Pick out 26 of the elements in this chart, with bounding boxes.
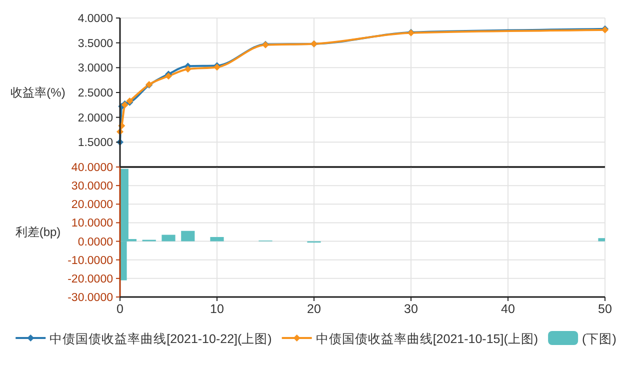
y-tick-label: 30.0000: [71, 180, 113, 193]
y-tick-label: -20.0000: [68, 273, 113, 286]
y-tick-label: 1.5000: [78, 137, 113, 150]
y-tick-label: -10.0000: [68, 254, 113, 267]
y-tick-label: -30.0000: [68, 292, 113, 304]
y-tick-label: 3.0000: [78, 62, 113, 75]
y-tick-label: 0.0000: [78, 236, 113, 248]
x-tick-label: 0: [116, 302, 124, 316]
legend-label: 中债国债收益率曲线[2021-10-15](上图): [316, 331, 538, 346]
y-tick-label: 3.5000: [78, 38, 113, 50]
y-tick-label: 10.0000: [71, 218, 113, 230]
legend-label: 中债国债收益率曲线[2021-10-22](上图): [50, 331, 272, 346]
x-tick-label: 30: [404, 302, 418, 316]
x-tick-label: 50: [598, 302, 612, 316]
y-axis-title: 利差(bp): [15, 225, 61, 239]
y-tick-label: 4.0000: [78, 13, 113, 25]
y-tick-label: 20.0000: [71, 199, 113, 212]
x-tick-label: 20: [307, 302, 321, 316]
x-tick-label: 10: [210, 302, 224, 316]
x-tick-label: 40: [501, 302, 515, 316]
y-tick-label: 2.5000: [78, 88, 113, 100]
legend-label: (下图): [582, 332, 616, 346]
y-tick-label: 40.0000: [71, 162, 113, 174]
y-axis-title: 收益率(%): [10, 86, 66, 100]
point: [184, 66, 192, 73]
y-tick-label: 2.0000: [78, 112, 113, 124]
